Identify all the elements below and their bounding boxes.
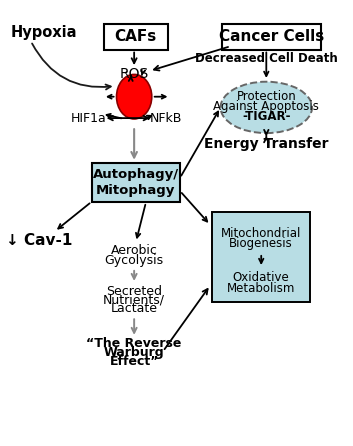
Ellipse shape: [221, 82, 312, 133]
Text: Warburg: Warburg: [104, 346, 164, 359]
Text: Lactate: Lactate: [110, 302, 158, 315]
Text: Against Apoptosis: Against Apoptosis: [213, 99, 319, 112]
Text: Gycolysis: Gycolysis: [104, 254, 164, 267]
FancyBboxPatch shape: [212, 212, 310, 302]
Text: NFkB: NFkB: [149, 112, 182, 124]
Text: ↓ Cav-1: ↓ Cav-1: [6, 233, 72, 248]
Text: Mitophagy: Mitophagy: [96, 184, 175, 197]
Text: Effect”: Effect”: [109, 355, 159, 368]
Text: Secreted: Secreted: [106, 285, 162, 298]
Text: Energy Transfer: Energy Transfer: [204, 137, 329, 151]
Text: Aerobic: Aerobic: [111, 244, 157, 257]
Text: Hypoxia: Hypoxia: [11, 25, 77, 40]
Text: Oxidative: Oxidative: [233, 271, 289, 284]
Circle shape: [116, 74, 152, 119]
Text: Autophagy/: Autophagy/: [93, 168, 179, 181]
Text: Decreased Cell Death: Decreased Cell Death: [195, 52, 338, 65]
FancyBboxPatch shape: [222, 24, 321, 50]
Text: Biogenesis: Biogenesis: [229, 237, 293, 250]
Text: -TIGAR-: -TIGAR-: [242, 110, 291, 123]
Text: Metabolism: Metabolism: [227, 281, 295, 294]
Text: Nutrients/: Nutrients/: [103, 293, 165, 306]
Text: “The Reverse: “The Reverse: [86, 337, 182, 350]
Text: Protection: Protection: [237, 90, 296, 103]
Text: ROS: ROS: [120, 67, 149, 81]
Text: HIF1a: HIF1a: [71, 112, 106, 124]
Text: CAFs: CAFs: [115, 29, 157, 44]
Text: Mitochondrial: Mitochondrial: [221, 227, 301, 240]
Text: Cancer Cells: Cancer Cells: [219, 29, 324, 44]
FancyBboxPatch shape: [92, 163, 180, 202]
FancyBboxPatch shape: [104, 24, 168, 50]
